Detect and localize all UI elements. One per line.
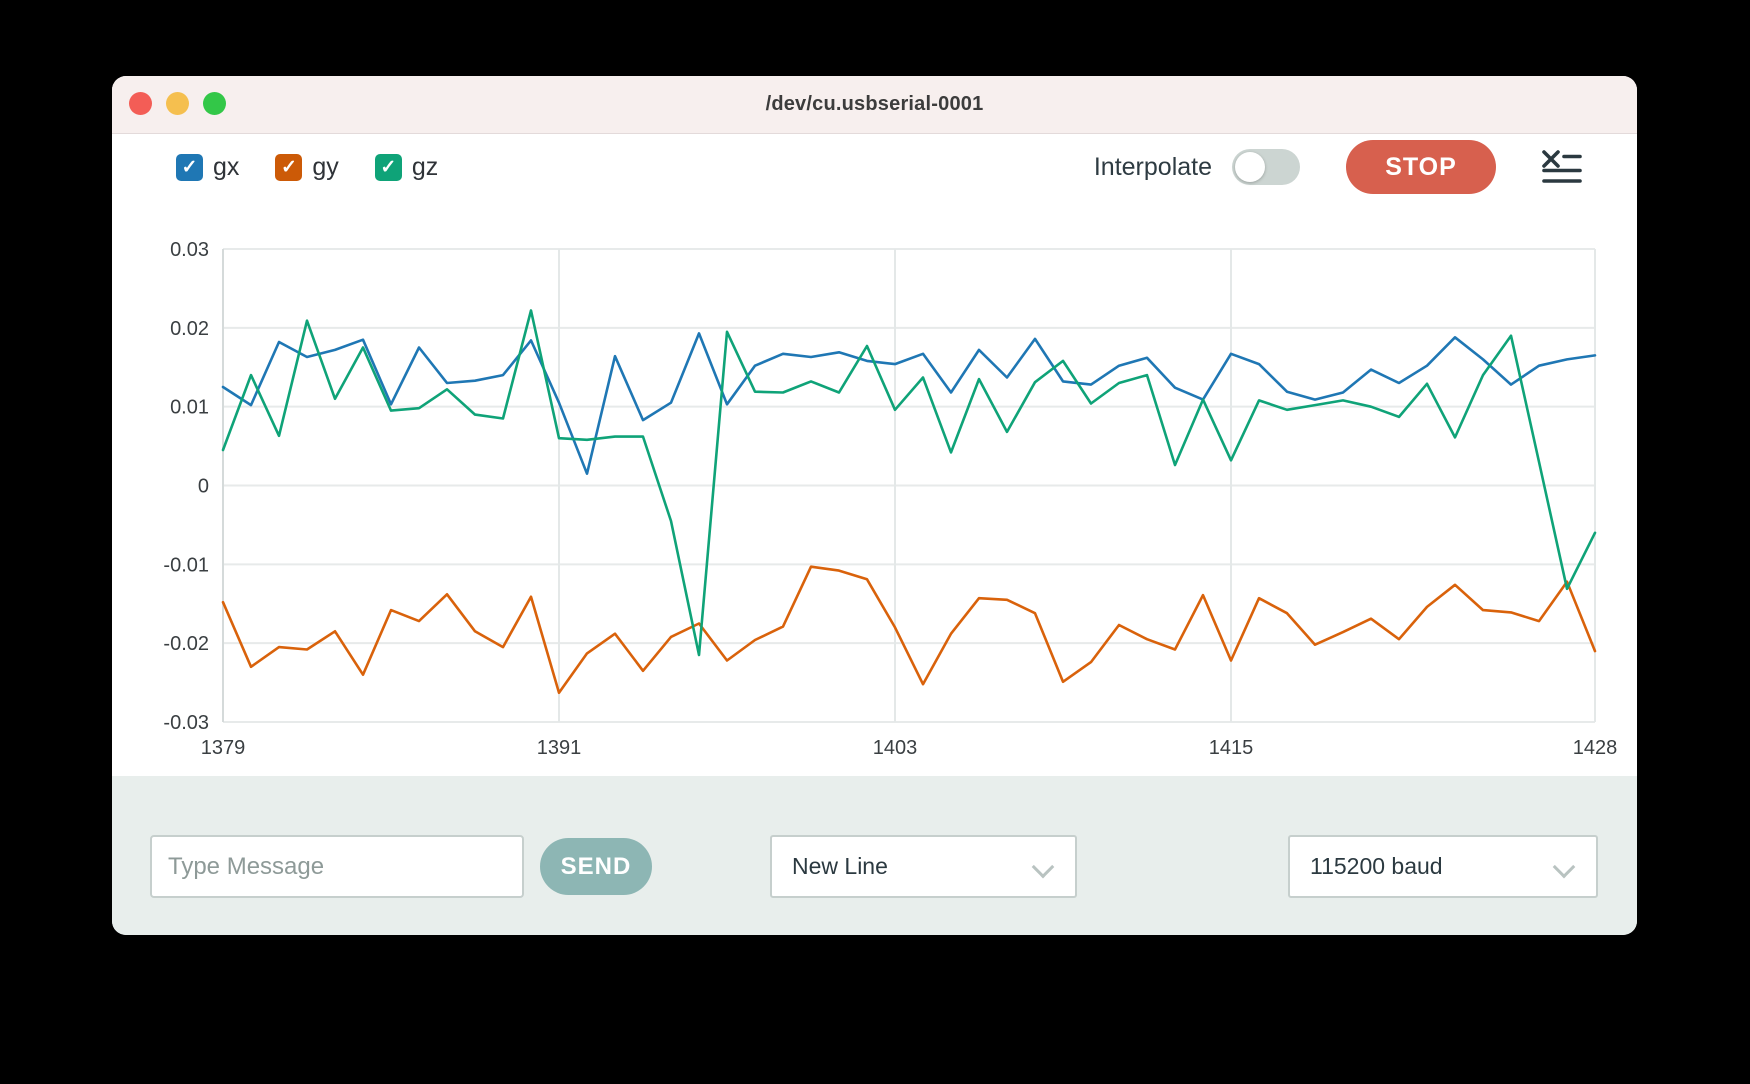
minimize-window-button[interactable] [166, 92, 189, 115]
traffic-lights [129, 92, 226, 115]
chevron-down-icon [1031, 855, 1055, 879]
window-title: /dev/cu.usbserial-0001 [765, 93, 984, 115]
close-window-button[interactable] [129, 92, 152, 115]
zoom-window-button[interactable] [203, 92, 226, 115]
interpolate-toggle[interactable] [1232, 149, 1300, 185]
message-input[interactable] [150, 835, 524, 898]
stop-button[interactable]: STOP [1346, 140, 1496, 194]
chevron-down-icon [1552, 855, 1576, 879]
series-line-gx [221, 332, 1597, 476]
series-toggle-gy[interactable]: ✓ gy [275, 152, 339, 182]
x-axis-tick-label: 1391 [537, 737, 582, 759]
send-button[interactable]: SEND [540, 838, 652, 895]
clear-log-button[interactable] [1542, 150, 1582, 184]
y-axis-tick-label: -0.01 [163, 554, 209, 576]
baud-rate-value: 115200 baud [1310, 853, 1443, 879]
line-ending-select[interactable]: New Line [770, 835, 1077, 898]
y-axis-tick-label: -0.03 [163, 712, 209, 734]
y-axis-tick-label: 0.01 [170, 397, 209, 419]
checkbox-gy-checked-icon[interactable]: ✓ [275, 153, 303, 181]
series-toggle-gx[interactable]: ✓ gx [176, 153, 239, 182]
toolbar: ✓ gx ✓ gy ✓ gz Interpolate STOP [112, 133, 1637, 201]
serial-plotter-window: /dev/cu.usbserial-0001 ✓ gx ✓ gy ✓ gz In… [112, 76, 1637, 935]
x-axis-tick-label: 1403 [873, 737, 918, 759]
x-axis-tick-label: 1415 [1209, 737, 1254, 759]
toggle-knob [1235, 152, 1265, 182]
y-axis-tick-label: 0.03 [170, 239, 209, 261]
clear-log-icon [1542, 150, 1582, 183]
line-chart: 0.03 0.02 0.01 0 -0.01 -0.02 -0.03 1379 1391 1403… [112, 201, 1637, 776]
checkbox-gz-checked-icon[interactable]: ✓ [374, 153, 402, 181]
series-label-gx: gx [213, 152, 240, 181]
titlebar: /dev/cu.usbserial-0001 [112, 76, 1637, 134]
series-label-gz: gz [411, 152, 439, 181]
y-axis-tick-label: -0.02 [163, 633, 209, 655]
baud-rate-select[interactable]: 115200 baud [1288, 835, 1598, 898]
interpolate-label: Interpolate [1093, 152, 1212, 181]
y-axis-tick-label: 0 [198, 476, 209, 498]
y-axis-tick-label: 0.02 [170, 318, 209, 340]
series-line-gy [221, 565, 1597, 695]
checkbox-gx-checked-icon[interactable]: ✓ [176, 153, 203, 181]
series-toggle-gz[interactable]: ✓ gz [374, 152, 439, 182]
footer-bar: SEND New Line 115200 baud [112, 776, 1637, 935]
x-axis-tick-label: 1428 [1573, 737, 1618, 759]
series-label-gy: gy [312, 152, 339, 181]
series-line-gz [221, 309, 1597, 657]
line-ending-value: New Line [792, 853, 888, 879]
chart-svg: 0.03 0.02 0.01 0 -0.01 -0.02 -0.03 1379 1391 1403… [163, 239, 1618, 759]
x-axis-tick-label: 1379 [201, 737, 246, 759]
